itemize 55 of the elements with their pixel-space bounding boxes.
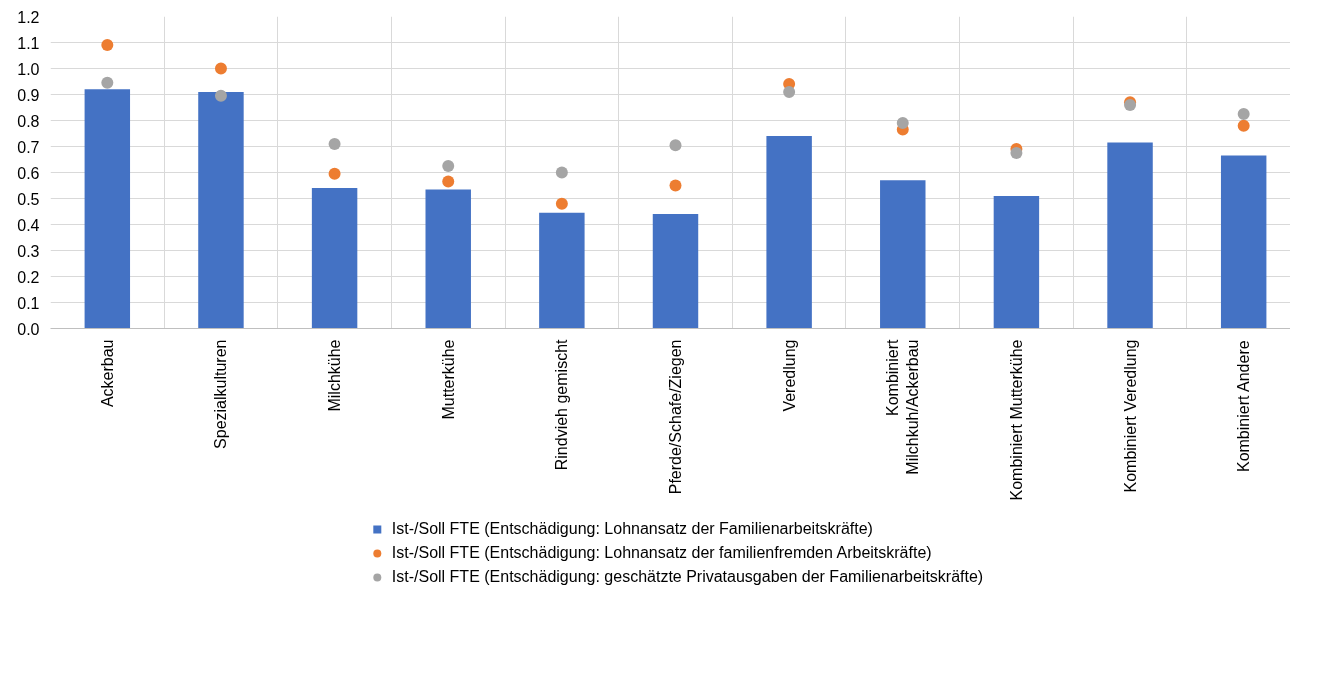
point	[896, 117, 909, 130]
point	[783, 85, 796, 98]
y-tick-label: 0.2	[17, 268, 40, 286]
y-tick-label: 1.0	[17, 60, 40, 78]
x-tick-label: Kombiniert Veredlung	[1121, 339, 1139, 493]
bar	[993, 195, 1040, 329]
point	[101, 39, 114, 52]
x-tick-label: Kombiniert Andere	[1235, 340, 1253, 473]
y-tick-label: 0.3	[17, 242, 40, 260]
x-tick-label: Kombiniert Mutterkühe	[1007, 339, 1025, 501]
x-tick-label: Spezialkulturen	[212, 339, 230, 449]
legend-label: Ist-/Soll FTE (Entschädigung: geschätzte Privatausgaben der Familienarbeitskräfte)	[391, 568, 984, 586]
point	[1237, 119, 1250, 132]
y-tick-label: 0.1	[17, 294, 40, 312]
y-tick-label: 0.4	[17, 216, 40, 234]
bar	[311, 188, 358, 329]
point	[555, 197, 568, 210]
bar	[198, 91, 244, 329]
point	[328, 137, 341, 150]
point	[442, 175, 455, 188]
y-tick-label: 0.7	[17, 138, 40, 156]
y-tick-label: 1.1	[17, 34, 40, 52]
point	[214, 62, 227, 75]
x-tick-label: Rindvieh gemischt	[553, 338, 571, 471]
bar	[880, 180, 926, 329]
point	[101, 76, 114, 89]
bar	[1220, 155, 1267, 329]
x-tick-label: Kombiniert Milchkuh/Ackerbau	[884, 338, 922, 475]
point	[669, 179, 682, 192]
point	[555, 166, 568, 179]
point	[214, 89, 227, 102]
point	[1237, 108, 1250, 120]
point	[328, 167, 341, 180]
x-tick-label: Pferde/Schafe/Ziegen	[667, 339, 684, 495]
point	[1010, 147, 1023, 159]
y-tick-label: 0.0	[17, 320, 40, 338]
y-tick-label: 0.9	[17, 86, 40, 104]
bar	[1107, 142, 1153, 329]
bar	[84, 89, 131, 329]
y-tick-label: 1.2	[17, 8, 40, 26]
point	[669, 139, 682, 152]
x-tick-label: Mutterkühe	[439, 339, 457, 420]
bar	[539, 212, 585, 329]
x-tick-label: Ackerbau	[98, 339, 116, 408]
x-tick-label: Milchkühe	[326, 339, 344, 412]
point	[442, 160, 455, 172]
bar	[425, 189, 471, 329]
bar	[766, 136, 812, 329]
legend-label: Ist-/Soll FTE (Entschädigung: Lohnansatz der familienfremden Arbeitskräfte)	[391, 544, 932, 562]
y-tick-label: 0.8	[17, 112, 40, 130]
y-tick-label: 0.6	[17, 164, 40, 182]
x-tick-label: Veredlung	[780, 339, 798, 412]
legend-label: Ist-/Soll FTE (Entschädigung: Lohnansatz der Familienarbeitskräfte)	[391, 520, 873, 538]
y-tick-label: 0.5	[17, 190, 40, 208]
bar	[652, 214, 699, 329]
